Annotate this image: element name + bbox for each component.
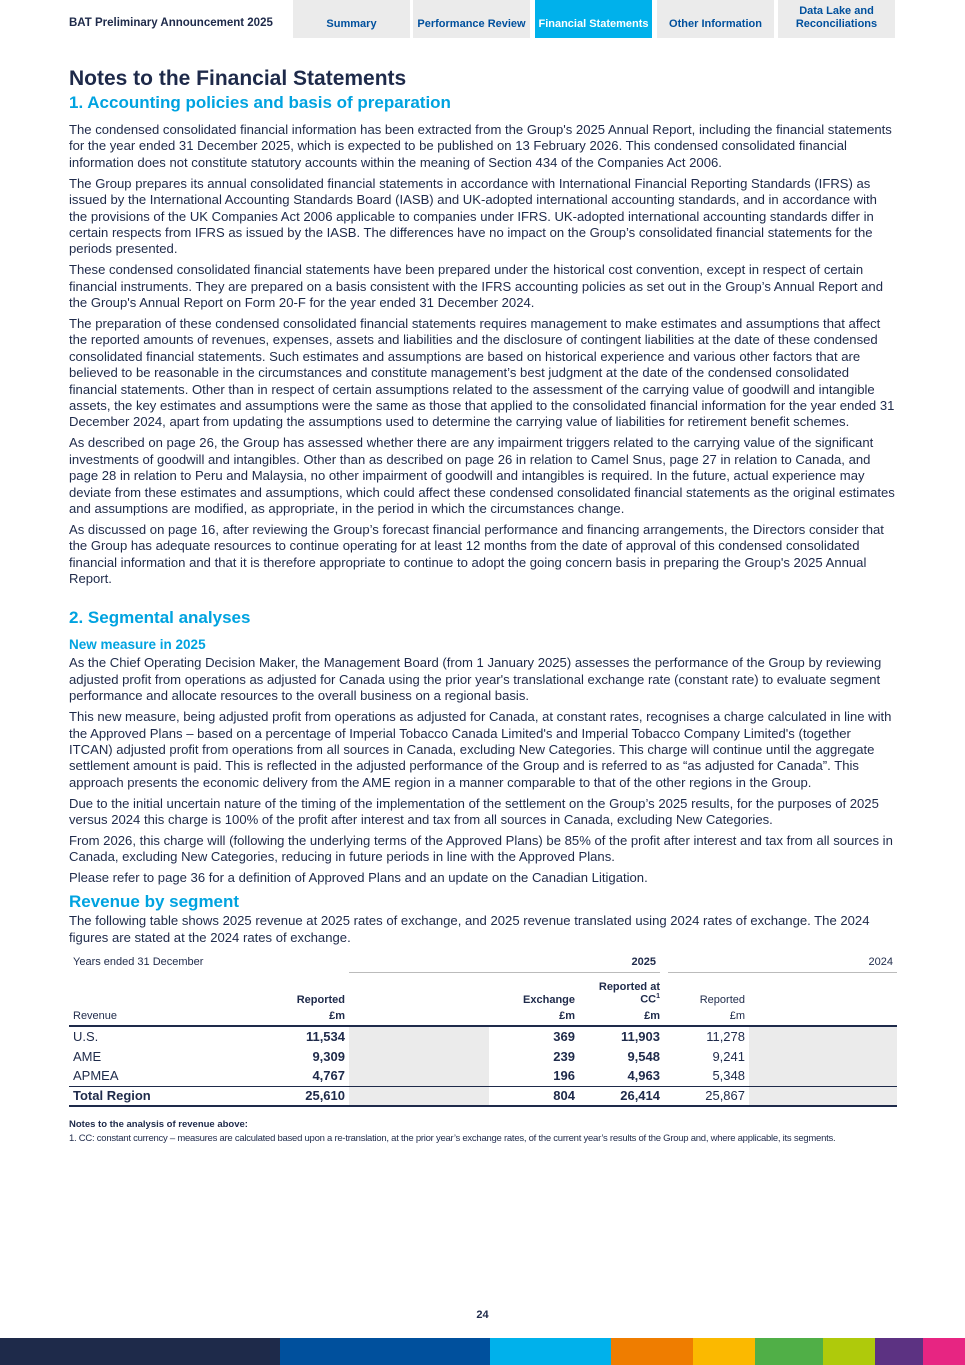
table-row: AME 9,309 239 9,548 9,241 xyxy=(69,1046,897,1067)
tab-other-information[interactable]: Other Information xyxy=(657,0,774,38)
page-title: Notes to the Financial Statements xyxy=(69,67,407,90)
tab-summary[interactable]: Summary xyxy=(293,0,410,38)
section-heading: 2. Segmental analyses xyxy=(69,608,251,628)
col-reported: Reported xyxy=(296,994,345,1007)
paragraph: The preparation of these condensed conso… xyxy=(69,315,895,430)
revenue-table: Years ended 31 December 2025 2024 Report… xyxy=(69,952,897,1107)
paragraph: These condensed consolidated financial s… xyxy=(69,262,883,311)
subheading: New measure in 2025 xyxy=(69,637,206,653)
section-heading: Revenue by segment xyxy=(69,892,240,912)
notes-title: Notes to the analysis of revenue above: xyxy=(69,1119,248,1131)
header: BAT Preliminary Announcement 2025 Summar… xyxy=(0,0,965,40)
paragraph: As discussed on page 16, after reviewing… xyxy=(69,521,884,587)
paragraph: The Group prepares its annual consolidat… xyxy=(69,175,877,257)
table-row: APMEA 4,767 196 4,963 5,348 xyxy=(69,1066,897,1087)
table-notes: Notes to the analysis of revenue above: … xyxy=(69,1119,897,1144)
col-reported-2024: Reported xyxy=(699,994,745,1007)
unit: £m xyxy=(644,1009,660,1022)
paragraph: Due to the initial uncertain nature of t… xyxy=(69,795,879,828)
note-1: 1. CC: constant currency – measures are … xyxy=(69,1133,836,1145)
unit: £m xyxy=(559,1009,575,1022)
col-reported-cc: Reported at CC1 xyxy=(598,981,660,1007)
main-content: Notes to the Financial Statements 1. Acc… xyxy=(69,66,897,1144)
paragraph: As described on page 26, the Group has a… xyxy=(69,435,895,516)
year-2024: 2024 xyxy=(660,952,897,973)
years-label: Years ended 31 December xyxy=(73,956,204,969)
table-row: U.S. 11,534 369 11,903 11,278 xyxy=(69,1026,897,1047)
row-label-header: Revenue xyxy=(73,1009,118,1022)
brand-title: BAT Preliminary Announcement 2025 xyxy=(69,17,273,29)
total-row: Total Region 25,610 804 26,414 25,867 xyxy=(69,1086,897,1107)
paragraph: Please refer to page 36 for a definition… xyxy=(69,870,648,886)
page-number: 24 xyxy=(476,1309,489,1321)
tab-data-lake[interactable]: Data Lake and Reconciliations xyxy=(778,0,895,38)
paragraph: The condensed consolidated financial inf… xyxy=(69,122,892,170)
tab-financial-statements[interactable]: Financial Statements xyxy=(535,0,652,38)
tab-performance-review[interactable]: Performance Review xyxy=(413,0,530,38)
unit: £m xyxy=(729,1009,745,1022)
section-heading: 1. Accounting policies and basis of prep… xyxy=(69,93,451,112)
col-exchange: Exchange xyxy=(523,994,575,1007)
paragraph: This new measure, being adjusted profit … xyxy=(69,709,892,790)
paragraph: The following table shows 2025 revenue a… xyxy=(69,913,870,945)
unit: £m xyxy=(329,1009,345,1022)
paragraph: As the Chief Operating Decision Maker, t… xyxy=(69,655,882,704)
year-2025: 2025 xyxy=(349,952,664,973)
paragraph: From 2026, this charge will (following t… xyxy=(69,833,893,865)
